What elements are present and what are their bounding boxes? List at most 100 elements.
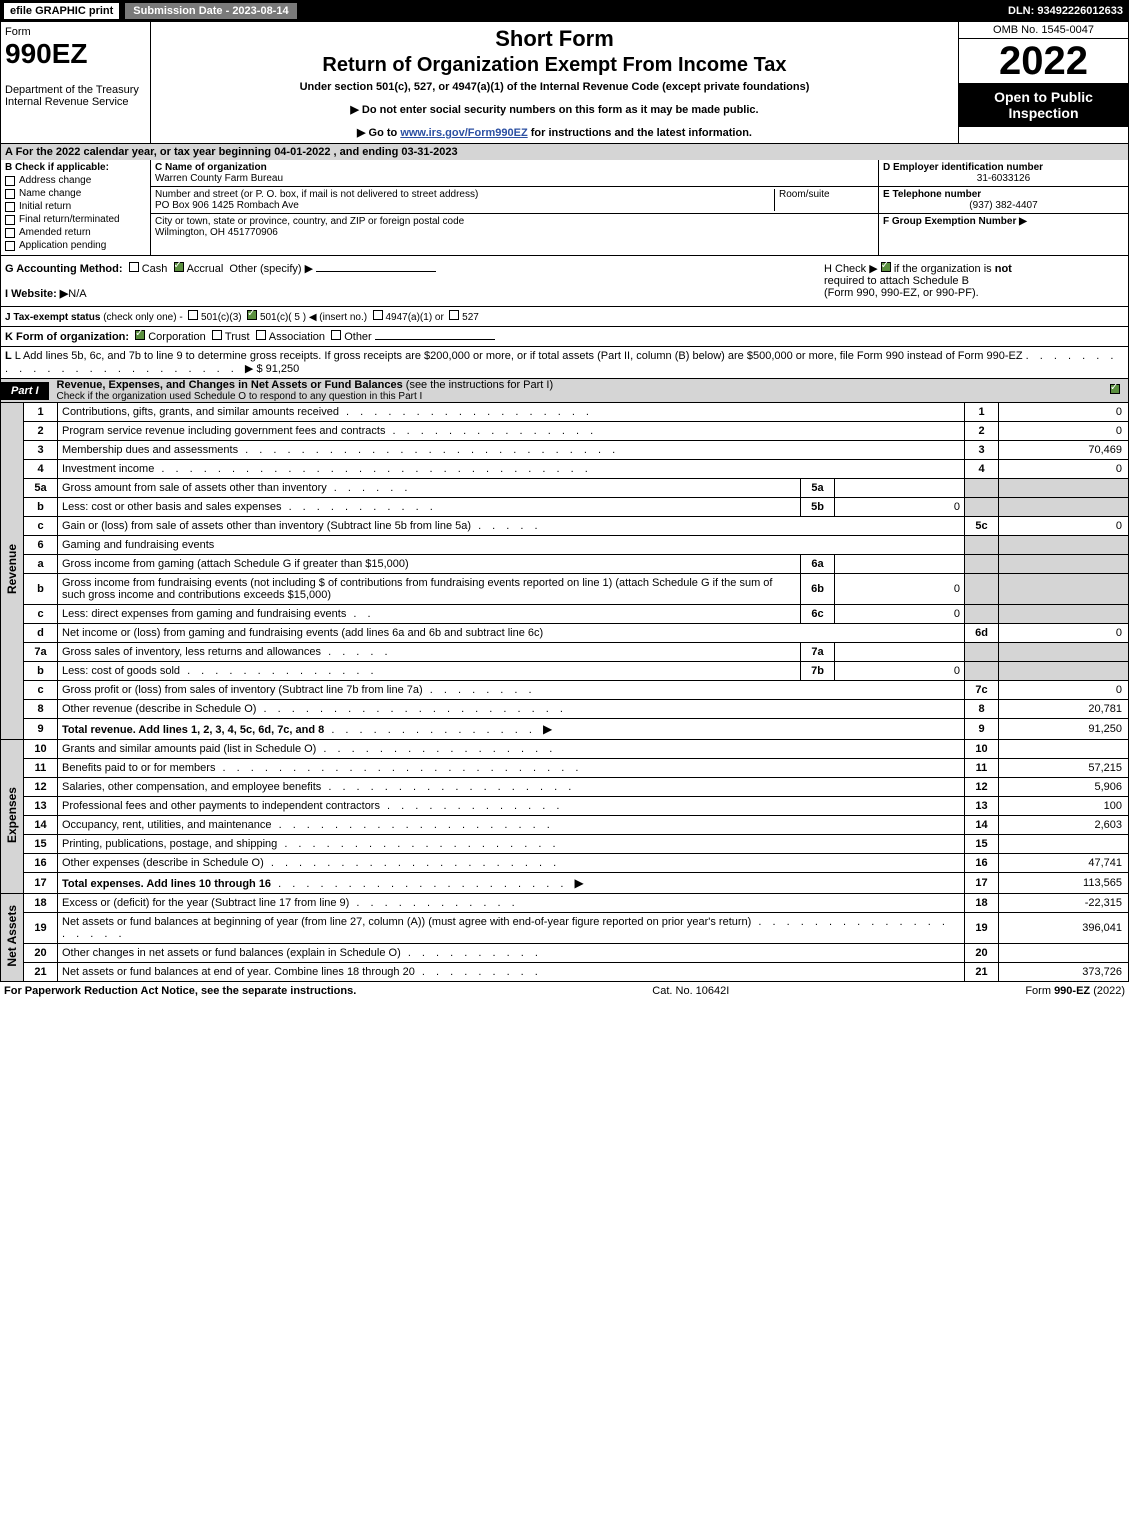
efile-print-label[interactable]: efile GRAPHIC print xyxy=(4,3,119,19)
line-desc: Other expenses (describe in Schedule O) … xyxy=(58,854,965,873)
col-c: C Name of organization Warren County Far… xyxy=(151,160,878,255)
line-desc: Occupancy, rent, utilities, and maintena… xyxy=(58,816,965,835)
chk-4947[interactable] xyxy=(373,310,383,320)
mini-num: 7b xyxy=(801,662,835,681)
netassets-vtab: Net Assets xyxy=(1,894,24,982)
line-num: 18 xyxy=(24,894,58,913)
other-specify-line[interactable] xyxy=(316,271,436,272)
line-box: 13 xyxy=(965,797,999,816)
line-amount: 91,250 xyxy=(999,719,1129,740)
line-13: 13 Professional fees and other payments … xyxy=(1,797,1129,816)
chk-527[interactable] xyxy=(449,310,459,320)
dln-label: DLN: 93492226012633 xyxy=(1008,5,1129,17)
chk-schedule-b[interactable] xyxy=(881,262,891,272)
mini-num: 6c xyxy=(801,605,835,624)
i-label: I Website: ▶ xyxy=(5,288,68,300)
chk-accrual[interactable] xyxy=(174,262,184,272)
chk-initial-return[interactable]: Initial return xyxy=(5,201,146,212)
page-footer: For Paperwork Reduction Act Notice, see … xyxy=(0,982,1129,1000)
col-b-label: B Check if applicable: xyxy=(5,162,146,173)
line-desc: Membership dues and assessments . . . . … xyxy=(58,441,965,460)
chk-501c3[interactable] xyxy=(188,310,198,320)
line-desc: Program service revenue including govern… xyxy=(58,422,965,441)
line-box: 10 xyxy=(965,740,999,759)
line-box: 16 xyxy=(965,854,999,873)
chk-trust[interactable] xyxy=(212,330,222,340)
line-desc: Total revenue. Add lines 1, 2, 3, 4, 5c,… xyxy=(58,719,965,740)
line-8: 8 Other revenue (describe in Schedule O)… xyxy=(1,700,1129,719)
shade-amt xyxy=(999,605,1129,624)
row-g-h: G Accounting Method: Cash Accrual Other … xyxy=(0,256,1129,307)
line-amount: 0 xyxy=(999,460,1129,479)
chk-assoc[interactable] xyxy=(256,330,266,340)
chk-application-pending[interactable]: Application pending xyxy=(5,240,146,251)
chk-other-org[interactable] xyxy=(331,330,341,340)
line-11: 11 Benefits paid to or for members . . .… xyxy=(1,759,1129,778)
line-box: 9 xyxy=(965,719,999,740)
line-num: 9 xyxy=(24,719,58,740)
chk-final-return[interactable]: Final return/terminated xyxy=(5,214,146,225)
opt-other: Other (specify) ▶ xyxy=(229,263,313,275)
j-note: (check only one) - xyxy=(103,312,182,323)
opt-trust: Trust xyxy=(225,331,250,343)
org-addr-block: Number and street (or P. O. box, if mail… xyxy=(151,187,878,214)
line-desc: Gross amount from sale of assets other t… xyxy=(58,479,801,498)
h-text1: H Check ▶ xyxy=(824,263,878,275)
h-text4: required to attach Schedule B xyxy=(824,275,969,287)
part1-check[interactable] xyxy=(1102,384,1128,397)
city-value: Wilmington, OH 451770906 xyxy=(155,227,278,238)
line-7a: 7a Gross sales of inventory, less return… xyxy=(1,643,1129,662)
topbar: efile GRAPHIC print Submission Date - 20… xyxy=(0,0,1129,22)
other-org-line[interactable] xyxy=(375,339,495,340)
part1-title-text: Revenue, Expenses, and Changes in Net As… xyxy=(57,379,403,391)
instr2-post: for instructions and the latest informat… xyxy=(528,127,752,139)
part1-title: Revenue, Expenses, and Changes in Net As… xyxy=(49,379,1102,402)
opt-corp: Corporation xyxy=(148,331,205,343)
return-title: Return of Organization Exempt From Incom… xyxy=(157,54,952,77)
line-21: 21 Net assets or fund balances at end of… xyxy=(1,963,1129,982)
chk-name-change[interactable]: Name change xyxy=(5,188,146,199)
chk-501c[interactable] xyxy=(247,310,257,320)
l-text: L Add lines 5b, 6c, and 7b to line 9 to … xyxy=(15,350,1023,362)
line-num: 1 xyxy=(24,403,58,422)
h-text3: not xyxy=(995,263,1012,275)
group-exemption-block: F Group Exemption Number ▶ xyxy=(879,214,1128,229)
shade-box xyxy=(965,498,999,517)
line-desc: Investment income . . . . . . . . . . . … xyxy=(58,460,965,479)
chk-cash[interactable] xyxy=(129,262,139,272)
tel-value: (937) 382-4407 xyxy=(883,200,1124,211)
part1-title-note: (see the instructions for Part I) xyxy=(406,379,553,391)
line-box: 18 xyxy=(965,894,999,913)
line-box: 8 xyxy=(965,700,999,719)
header-left: Form 990EZ Department of the Treasury In… xyxy=(1,22,151,143)
section-b-f: B Check if applicable: Address change Na… xyxy=(0,160,1129,256)
line-amount xyxy=(999,740,1129,759)
line-box: 12 xyxy=(965,778,999,797)
line-6: 6 Gaming and fundraising events xyxy=(1,536,1129,555)
addr-label: Number and street (or P. O. box, if mail… xyxy=(155,189,478,200)
mini-num: 5a xyxy=(801,479,835,498)
org-name-block: C Name of organization Warren County Far… xyxy=(151,160,878,187)
chk-label: Final return/terminated xyxy=(19,214,120,225)
tel-block: E Telephone number (937) 382-4407 xyxy=(879,187,1128,214)
line-6a: a Gross income from gaming (attach Sched… xyxy=(1,555,1129,574)
line-num: c xyxy=(24,517,58,536)
line-box: 7c xyxy=(965,681,999,700)
line-9: 9 Total revenue. Add lines 1, 2, 3, 4, 5… xyxy=(1,719,1129,740)
line-7b: b Less: cost of goods sold . . . . . . .… xyxy=(1,662,1129,681)
line-desc: Contributions, gifts, grants, and simila… xyxy=(58,403,965,422)
line-num: d xyxy=(24,624,58,643)
line-amount: 0 xyxy=(999,517,1129,536)
chk-amended-return[interactable]: Amended return xyxy=(5,227,146,238)
line-box: 4 xyxy=(965,460,999,479)
irs-link[interactable]: www.irs.gov/Form990EZ xyxy=(400,127,527,139)
chk-address-change[interactable]: Address change xyxy=(5,175,146,186)
shade-box xyxy=(965,574,999,605)
line-desc: Net assets or fund balances at beginning… xyxy=(58,913,965,944)
line-num: c xyxy=(24,605,58,624)
form-number: 990EZ xyxy=(5,38,146,70)
chk-corp[interactable] xyxy=(135,330,145,340)
line-16: 16 Other expenses (describe in Schedule … xyxy=(1,854,1129,873)
line-desc: Less: cost or other basis and sales expe… xyxy=(58,498,801,517)
checkbox-checked-icon xyxy=(1110,384,1120,394)
